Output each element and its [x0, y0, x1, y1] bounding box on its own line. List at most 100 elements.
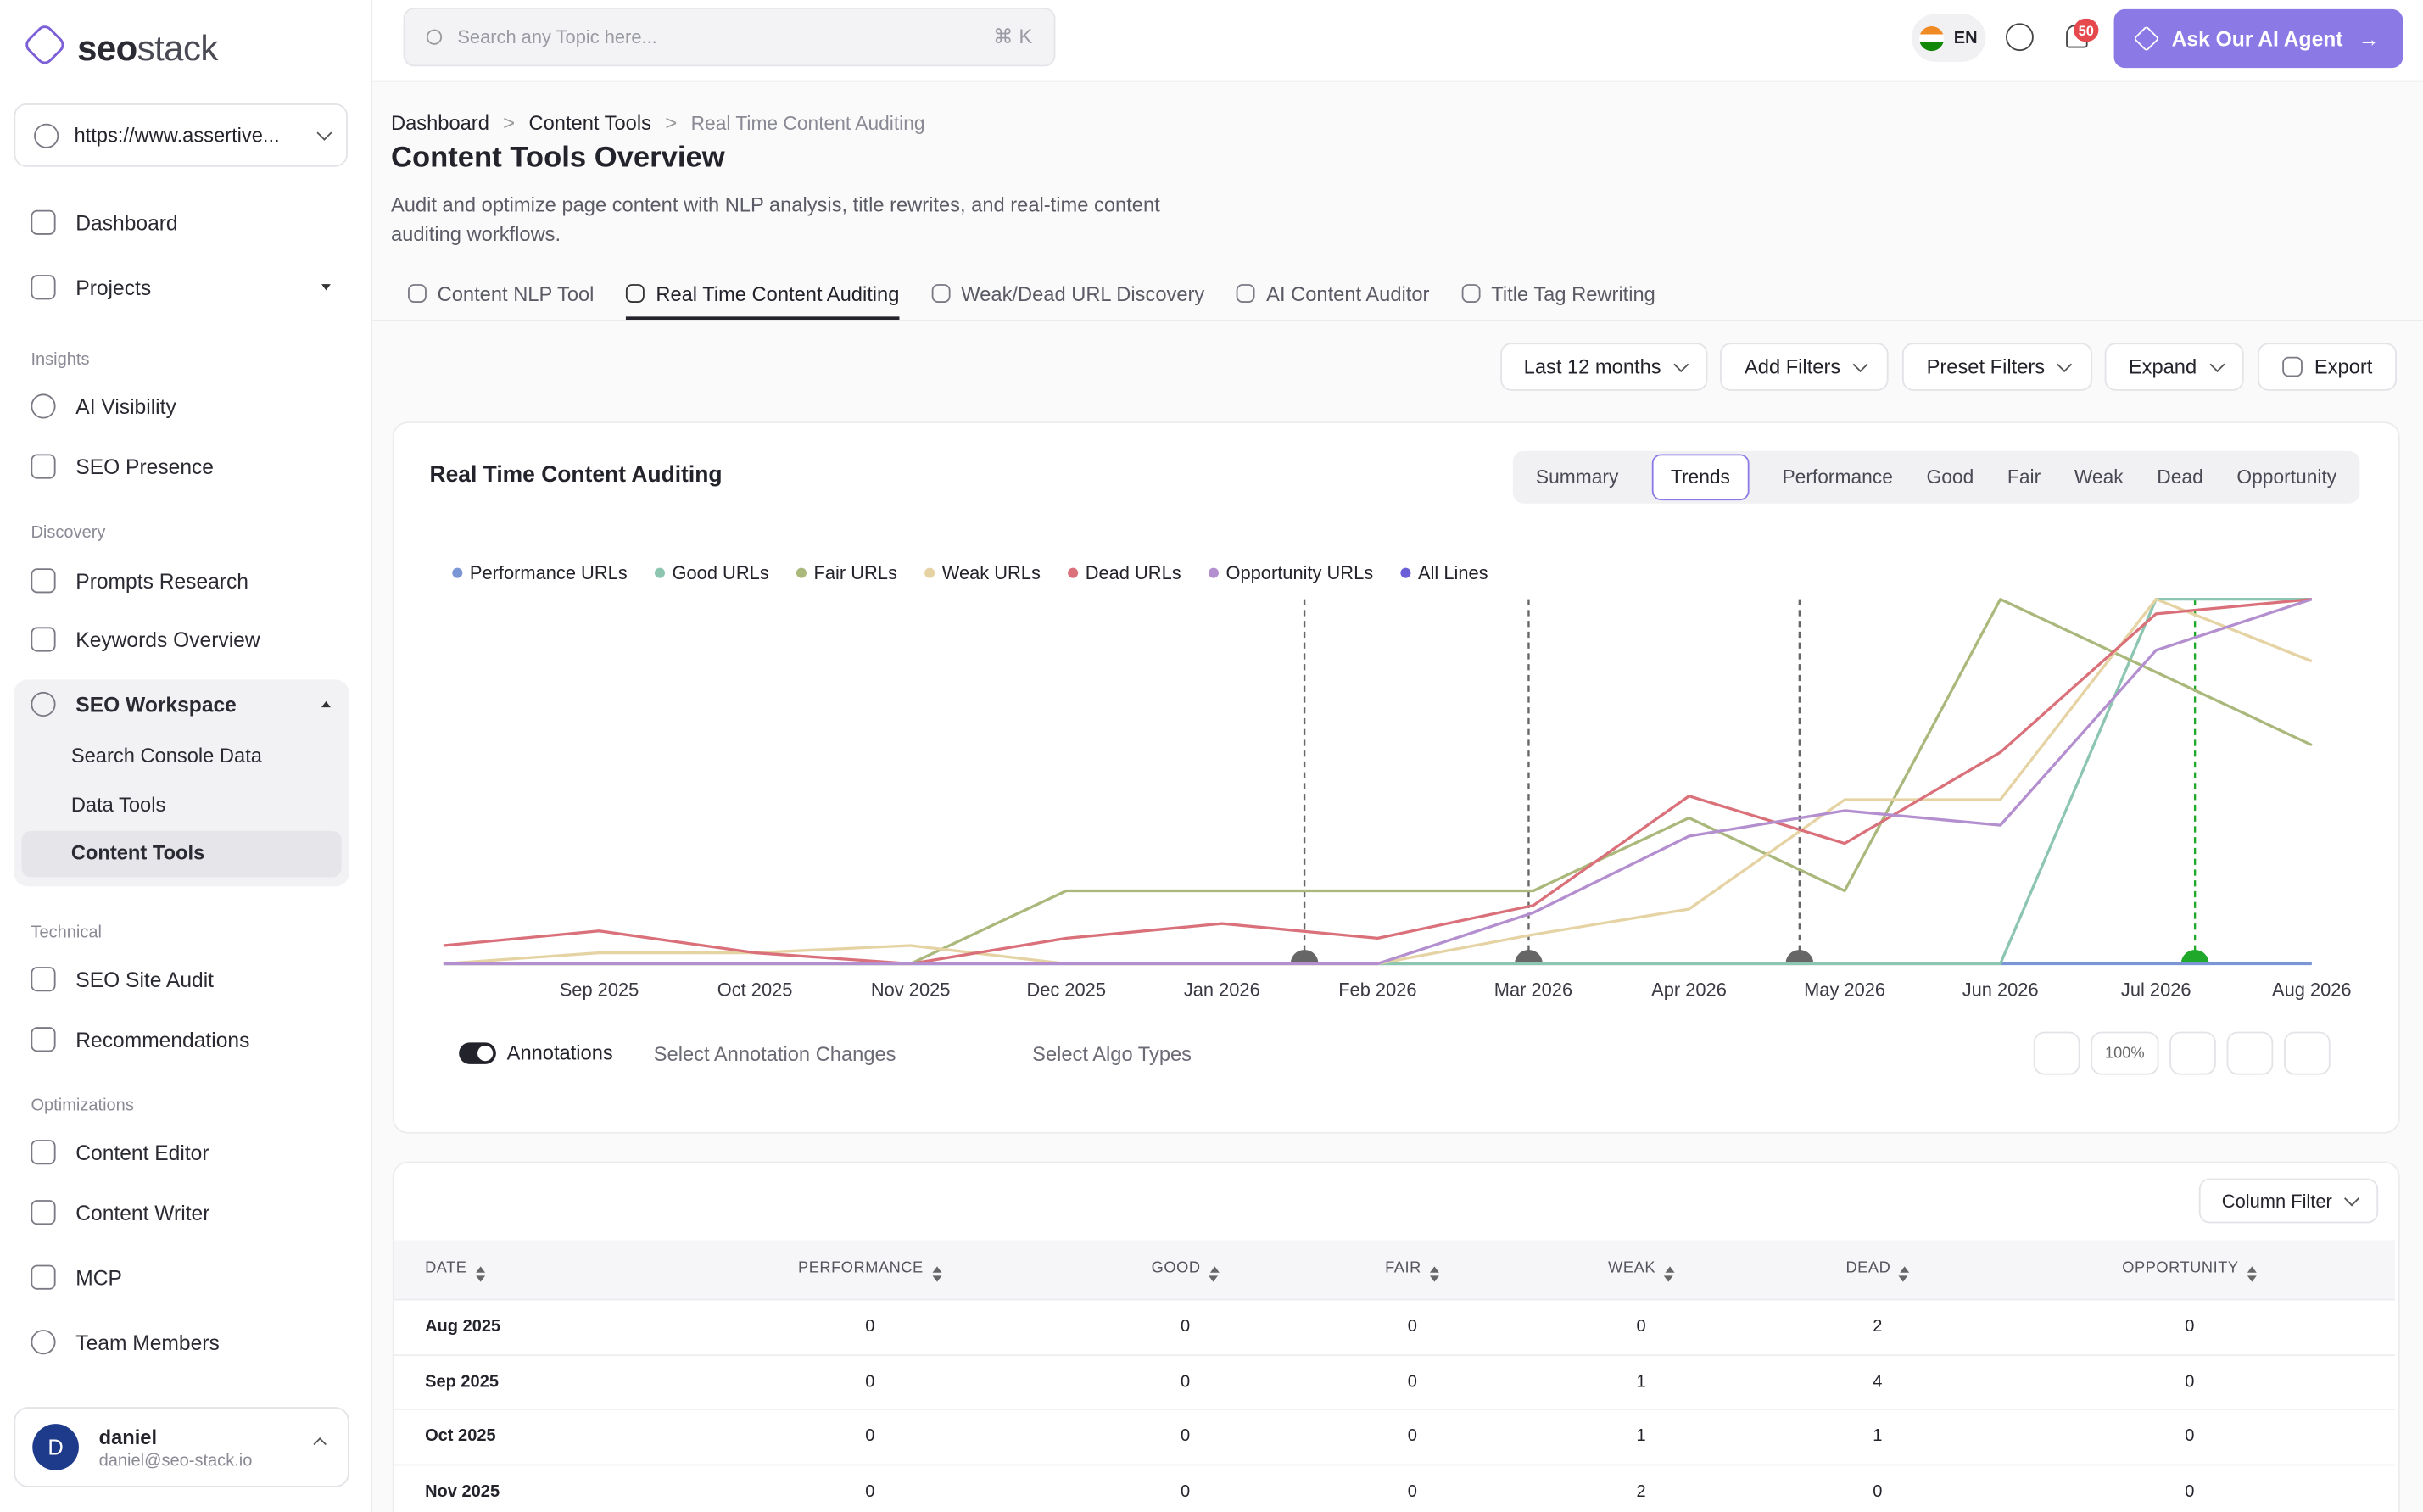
nav-item[interactable]: Content Editor: [31, 1132, 209, 1172]
x-tick-label: Apr 2026: [1651, 979, 1727, 1001]
nav-item[interactable]: Content Writer: [31, 1192, 209, 1232]
sub-item[interactable]: Data Tools: [70, 793, 166, 817]
nav-item[interactable]: SEO Workspace: [31, 684, 331, 724]
zoom-level[interactable]: 100%: [2091, 1031, 2159, 1075]
table-cell: Sep 2025: [425, 1372, 499, 1392]
search-icon: [426, 29, 443, 45]
zoom-in[interactable]: [2169, 1031, 2216, 1075]
site-selector[interactable]: https://www.assertive...: [14, 103, 348, 167]
filter-button[interactable]: Preset Filters: [1901, 343, 2093, 391]
nav-item[interactable]: Projects: [31, 267, 331, 307]
view-option[interactable]: Weak: [2074, 466, 2124, 488]
nav-icon: [31, 1140, 56, 1165]
filter-button[interactable]: Last 12 months: [1500, 343, 1708, 391]
user-card[interactable]: D daniel daniel@seo-stack.io: [14, 1407, 349, 1487]
sort-icon: [475, 1265, 486, 1281]
view-option[interactable]: Summary: [1535, 466, 1619, 488]
view-option[interactable]: Performance: [1782, 466, 1893, 488]
row-divider: [394, 1353, 2396, 1356]
x-tick-label: Mar 2026: [1494, 979, 1572, 1001]
search-box[interactable]: Search any Topic here... ⌘ K: [403, 8, 1056, 67]
column-header[interactable]: FAIR: [1385, 1260, 1440, 1281]
x-tick-label: Jul 2026: [2121, 979, 2191, 1001]
section-title: Technical: [31, 923, 103, 942]
filter-label: Expand: [2128, 354, 2197, 379]
tabs: Content NLP Tool Real Time Content Audit…: [408, 271, 1655, 320]
annotation-toggle[interactable]: [459, 1042, 496, 1064]
view-option[interactable]: Dead: [2157, 466, 2203, 488]
language-pill[interactable]: EN: [1911, 14, 1986, 62]
column-header[interactable]: WEAK: [1608, 1260, 1674, 1281]
tab[interactable]: Title Tag Rewriting: [1461, 271, 1655, 317]
nav-label: Content Writer: [75, 1201, 210, 1225]
algo-select[interactable]: Select Algo Types: [1032, 1042, 1192, 1066]
column-header[interactable]: PERFORMANCE: [798, 1260, 942, 1281]
table-cell: 0: [1180, 1482, 1191, 1502]
nav-label: SEO Site Audit: [75, 968, 215, 991]
download[interactable]: [2284, 1031, 2331, 1075]
column-header[interactable]: GOOD: [1152, 1260, 1220, 1281]
legend-label: Dead URLs: [1086, 562, 1181, 583]
sort-icon: [1664, 1265, 1674, 1281]
nav-icon: [31, 1200, 56, 1225]
view-option[interactable]: Opportunity: [2236, 466, 2337, 488]
filter-button[interactable]: Add Filters: [1719, 343, 1889, 391]
legend-dot: [1068, 567, 1079, 578]
nav-item[interactable]: MCP: [31, 1257, 122, 1297]
annotation-select[interactable]: Select Annotation Changes: [653, 1042, 896, 1066]
nav-item[interactable]: SEO Presence: [31, 446, 214, 486]
sort-icon: [1209, 1265, 1220, 1281]
tab[interactable]: Weak/Dead URL Discovery: [931, 271, 1204, 317]
table-cell: 2: [1873, 1317, 1883, 1336]
nav-label: Content Editor: [75, 1140, 209, 1164]
nav-item[interactable]: Team Members: [31, 1322, 220, 1362]
view-option[interactable]: Good: [1926, 466, 1974, 488]
page-description: Audit and optimize page content with NLP…: [390, 192, 1160, 246]
sort-icon: [2247, 1265, 2258, 1281]
nav-icon: [31, 209, 56, 235]
column-label: WEAK: [1608, 1260, 1656, 1278]
nav-item[interactable]: Dashboard: [31, 203, 178, 243]
nav-item[interactable]: Prompts Research: [31, 561, 248, 600]
nav-item[interactable]: Keywords Overview: [31, 619, 260, 659]
column-header[interactable]: DEAD: [1845, 1260, 1910, 1281]
column-filter[interactable]: Column Filter: [2198, 1178, 2379, 1224]
annotation-marker: [1515, 950, 1543, 964]
spark-icon: [2134, 25, 2160, 52]
ai-agent-button[interactable]: Ask Our AI Agent →: [2113, 8, 2403, 69]
export-icon: [2281, 356, 2303, 377]
x-tick-label: Oct 2025: [717, 979, 793, 1001]
x-tick-label: Feb 2026: [1338, 979, 1416, 1001]
crumb[interactable]: Dashboard: [390, 111, 489, 135]
filter-button[interactable]: Expand: [2104, 343, 2244, 391]
table-cell: 1: [1636, 1427, 1646, 1447]
tab-active[interactable]: Real Time Content Auditing: [626, 271, 900, 320]
nav-item[interactable]: Recommendations: [31, 1019, 249, 1059]
table-cell: 4: [1873, 1372, 1883, 1392]
view-option-active[interactable]: Trends: [1652, 454, 1749, 501]
table-cell: 0: [1873, 1482, 1883, 1502]
tab[interactable]: Content NLP Tool: [408, 271, 594, 317]
zoom-out[interactable]: [2033, 1031, 2080, 1075]
nav-label: Prompts Research: [75, 569, 248, 593]
nav-label: SEO Presence: [75, 455, 214, 478]
nav-icon: [31, 1027, 56, 1052]
nav-item[interactable]: AI Visibility: [31, 386, 176, 426]
export-label: Export: [2314, 354, 2373, 379]
nav-item[interactable]: SEO Site Audit: [31, 959, 214, 999]
series-line: [443, 598, 2313, 966]
crumb[interactable]: Content Tools: [528, 111, 651, 135]
fit-screen[interactable]: [2226, 1031, 2274, 1075]
export-button[interactable]: Export: [2258, 343, 2398, 391]
sub-item[interactable]: Content Tools: [70, 840, 205, 864]
toggle-knob: [477, 1045, 494, 1062]
caret: [321, 700, 331, 708]
column-header[interactable]: OPPORTUNITY: [2122, 1260, 2258, 1281]
nav-icon: [31, 691, 56, 717]
column-header[interactable]: DATE: [425, 1260, 486, 1281]
view-option[interactable]: Fair: [2007, 466, 2041, 488]
tab[interactable]: AI Content Auditor: [1237, 271, 1429, 317]
help-icon[interactable]: [2006, 23, 2034, 52]
sub-item[interactable]: Search Console Data: [70, 743, 262, 767]
chart-card: [392, 421, 2400, 1134]
